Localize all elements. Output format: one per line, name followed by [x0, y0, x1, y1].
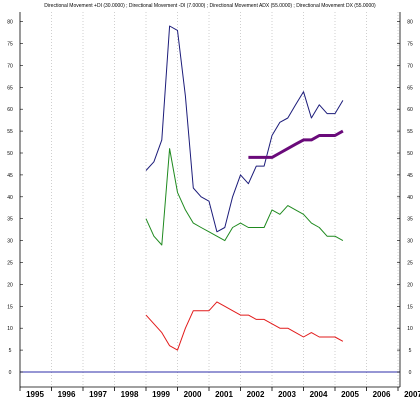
x-tick-label: 2001: [215, 390, 233, 399]
grid-layer: [51, 12, 399, 387]
y-axis-right: 0 5 10 15 20 25 30 35 40 45 50 55 60 65 70 75 80: [397, 20, 413, 376]
series-line-minus-di: [145, 301, 344, 351]
y-tick-label-left: 30: [7, 239, 13, 245]
y-tick-label-right: 75: [407, 42, 413, 48]
series-line-adx: [248, 129, 344, 159]
y-tick-label-right: 45: [407, 173, 413, 179]
y-tick-label-right: 40: [407, 195, 413, 201]
y-tick-label-right: 70: [407, 63, 413, 69]
y-tick-label-left: 65: [7, 85, 13, 91]
x-axis: 1995 1996 1997 1998 1999 2000 2001 2002 2003 2004…: [19, 387, 420, 399]
y-tick-label-left: 10: [7, 326, 13, 332]
y-tick-label-right: 30: [407, 239, 413, 245]
y-tick-label-left: 75: [7, 42, 13, 48]
x-tick-label: 2000: [184, 390, 202, 399]
y-tick-label-left: 45: [7, 173, 13, 179]
x-tick-label: 1999: [152, 390, 170, 399]
y-tick-label-right: 65: [407, 85, 413, 91]
x-tick-label: 2003: [278, 390, 296, 399]
x-tick-label: 1998: [121, 390, 139, 399]
x-tick-label: 2006: [373, 390, 391, 399]
y-tick-label-right: 20: [407, 282, 413, 288]
y-tick-label-left: 20: [7, 282, 13, 288]
y-tick-label-right: 35: [407, 217, 413, 223]
y-tick-label-left: 40: [7, 195, 13, 201]
y-tick-label-left: 60: [7, 107, 13, 113]
y-tick-label-left: 25: [7, 261, 13, 267]
y-tick-label-left: 35: [7, 217, 13, 223]
y-tick-label-left: 50: [7, 151, 13, 157]
y-tick-label-right: 50: [407, 151, 413, 157]
y-tick-label-right: 60: [407, 107, 413, 113]
x-tick-label: 1997: [89, 390, 107, 399]
y-tick-label-left: 15: [7, 304, 13, 310]
y-tick-label-left: 55: [7, 129, 13, 135]
plot-frame: [19, 12, 401, 388]
x-tick-label: 2002: [247, 390, 265, 399]
y-tick-label-right: 25: [407, 261, 413, 267]
y-tick-label-left: 5: [9, 348, 12, 354]
y-tick-label-right: 5: [409, 348, 412, 354]
x-tick-label: 2004: [310, 390, 328, 399]
x-tick-label: 1996: [58, 390, 76, 399]
x-tick-label: 1995: [26, 390, 44, 399]
y-tick-label-right: 80: [407, 20, 413, 26]
y-tick-label-right: 10: [407, 326, 413, 332]
y-tick-label-left: 0: [9, 370, 12, 376]
x-tick-label: 2007: [404, 390, 420, 399]
series-line-plus-di: [145, 25, 344, 233]
y-tick-label-right: 15: [407, 304, 413, 310]
y-tick-label-right: 55: [407, 129, 413, 135]
y-tick-label-left: 70: [7, 63, 13, 69]
series-line-dx: [145, 148, 344, 246]
chart-title: Directional Movement +DI (30.0000) ; Dir…: [44, 3, 376, 9]
y-tick-label-right: 0: [409, 370, 412, 376]
y-tick-label-left: 80: [7, 20, 13, 26]
x-tick-label: 2005: [341, 390, 359, 399]
y-axis-left: 0 5 10 15 20 25 30 35 40 45 50 55 60 65 70 75 80: [7, 20, 23, 376]
series-layer: [145, 25, 344, 351]
